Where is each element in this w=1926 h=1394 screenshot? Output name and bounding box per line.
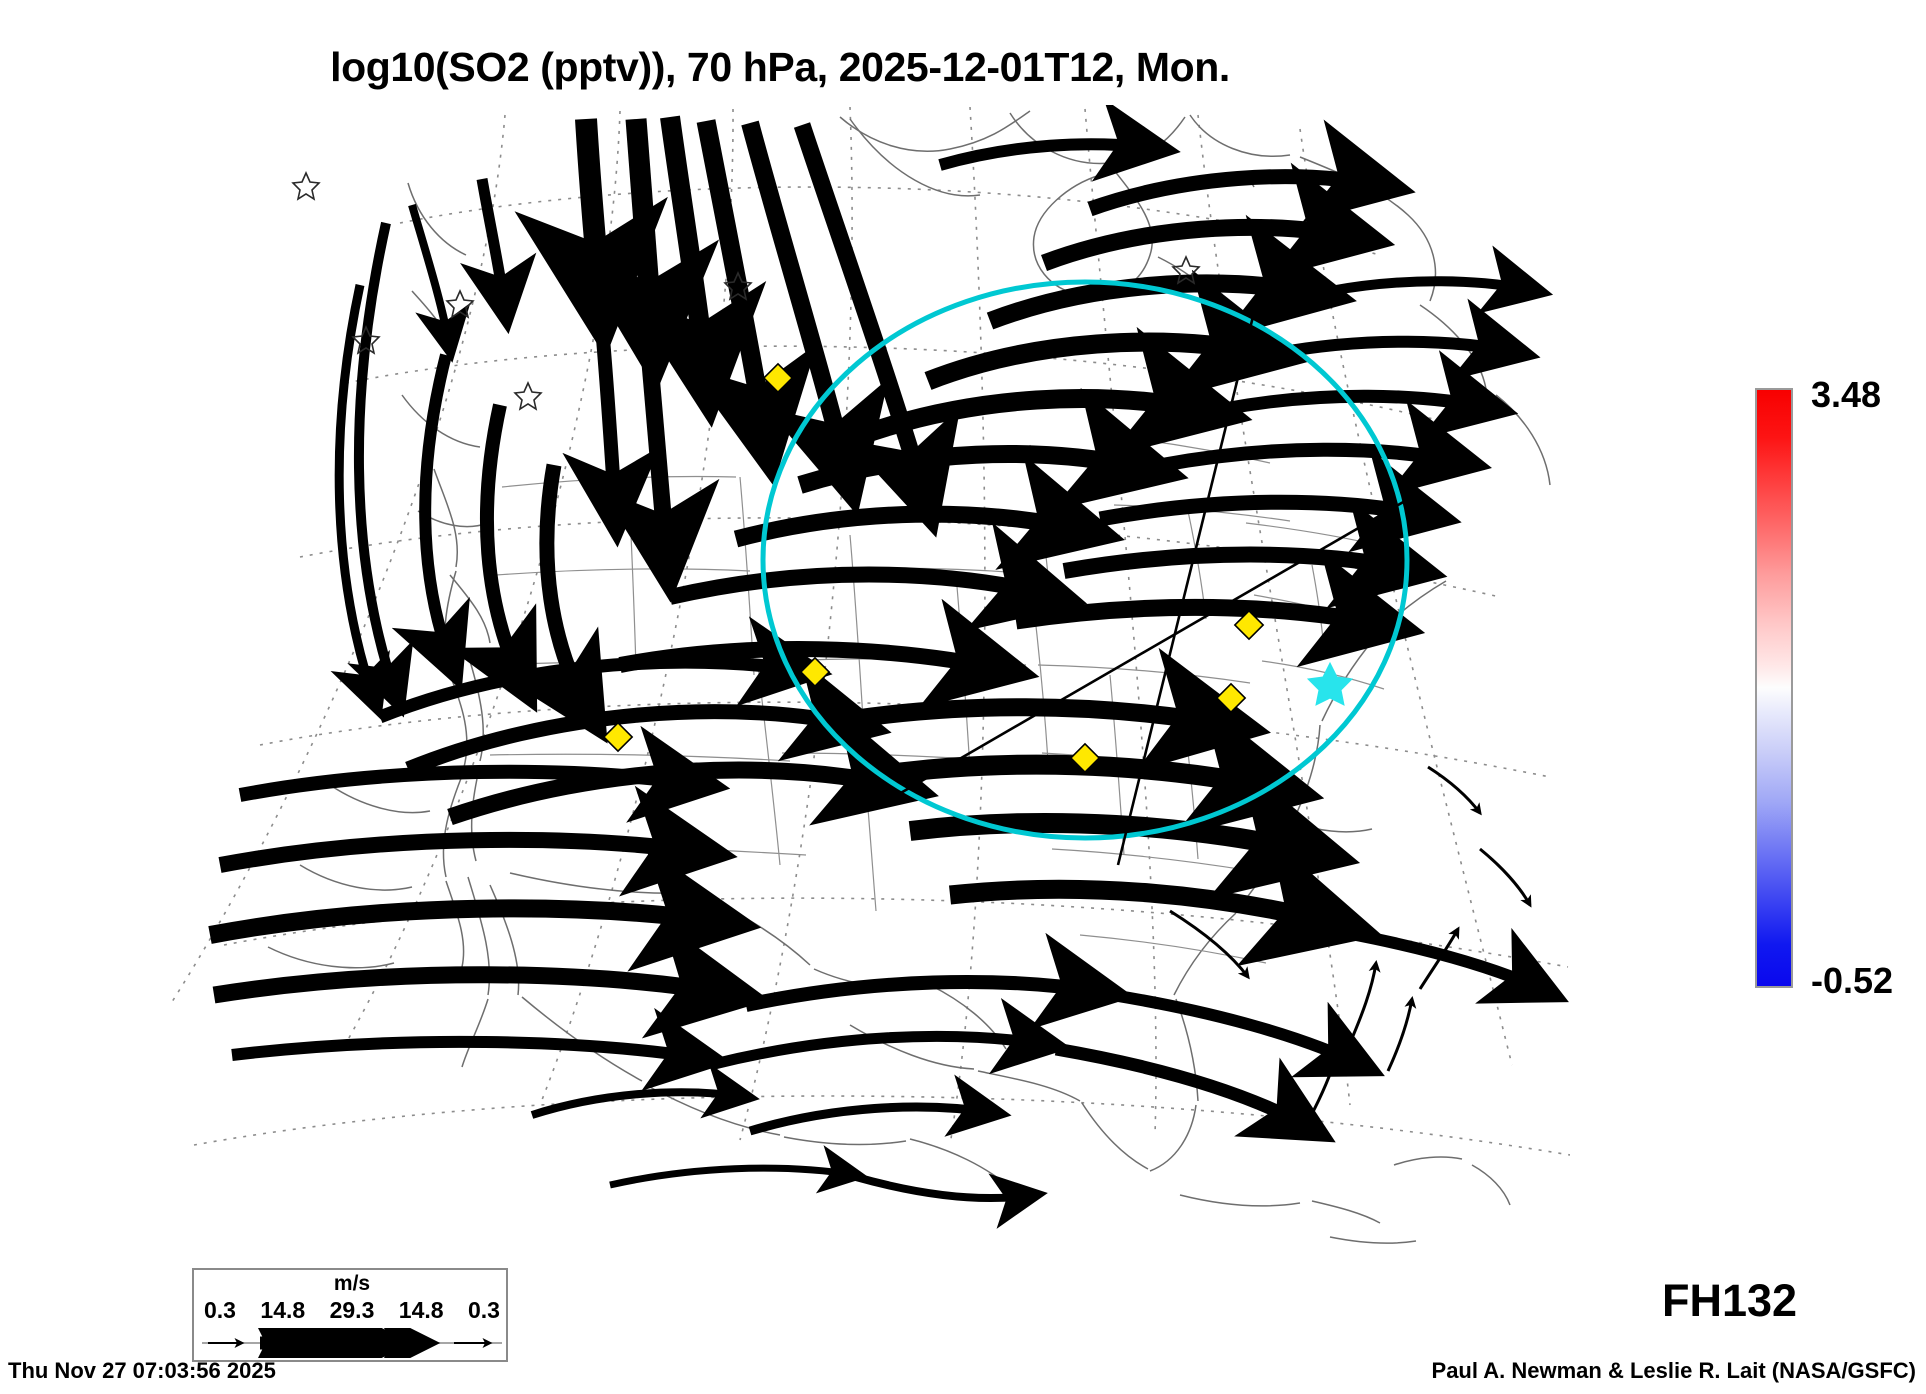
map-svg	[169, 105, 1570, 1244]
wind-legend-tick: 29.3	[329, 1297, 375, 1323]
site-marker-diamond[interactable]	[762, 362, 794, 394]
site-marker-diamond[interactable]	[1233, 609, 1265, 641]
colorbar-gradient	[1755, 388, 1793, 988]
streamline-layer	[208, 105, 1569, 1229]
site-marker-diamond[interactable]	[799, 656, 831, 688]
overlay-ellipse	[760, 279, 1410, 841]
colorbar-min-label: -0.52	[1811, 960, 1894, 1001]
wind-speed-legend: m/s 0.3 14.8 29.3 14.8 0.3	[192, 1268, 508, 1362]
coastline-layer	[267, 110, 1551, 1244]
page-title: log10(SO2 (pptv)), 70 hPa, 2025-12-01T12…	[330, 44, 1230, 90]
streamline-layer-weak	[1169, 765, 1532, 1126]
site-marker-diamond[interactable]	[602, 721, 634, 753]
station-star-marker-group	[291, 171, 1201, 411]
credit-line: Paul A. Newman & Leslie R. Lait (NASA/GS…	[1431, 1358, 1916, 1383]
overlay-transect-lines	[879, 287, 1413, 866]
map-plot-panel	[150, 105, 1570, 1245]
forecast-hour-label: FH132	[1662, 1275, 1798, 1326]
wind-legend-tick: 14.8	[398, 1297, 444, 1323]
render-timestamp: Thu Nov 27 07:03:56 2025	[8, 1358, 276, 1383]
site-marker-diamond[interactable]	[1215, 682, 1247, 714]
wind-legend-tick: 0.3	[204, 1297, 236, 1323]
wind-legend-tick: 14.8	[260, 1297, 306, 1323]
wind-legend-arrow-scale	[202, 1328, 502, 1358]
site-marker-group[interactable]	[602, 362, 1265, 774]
colorbar: 3.48 -0.52	[1755, 374, 1925, 1001]
colorbar-max-label: 3.48	[1811, 374, 1882, 415]
wind-legend-tick-labels: 0.3 14.8 29.3 14.8 0.3	[204, 1297, 500, 1324]
wind-legend-tick: 0.3	[467, 1297, 500, 1323]
center-star-marker[interactable]	[1306, 661, 1354, 706]
site-marker-diamond[interactable]	[1069, 742, 1101, 774]
wind-legend-unit-label: m/s	[333, 1272, 371, 1295]
